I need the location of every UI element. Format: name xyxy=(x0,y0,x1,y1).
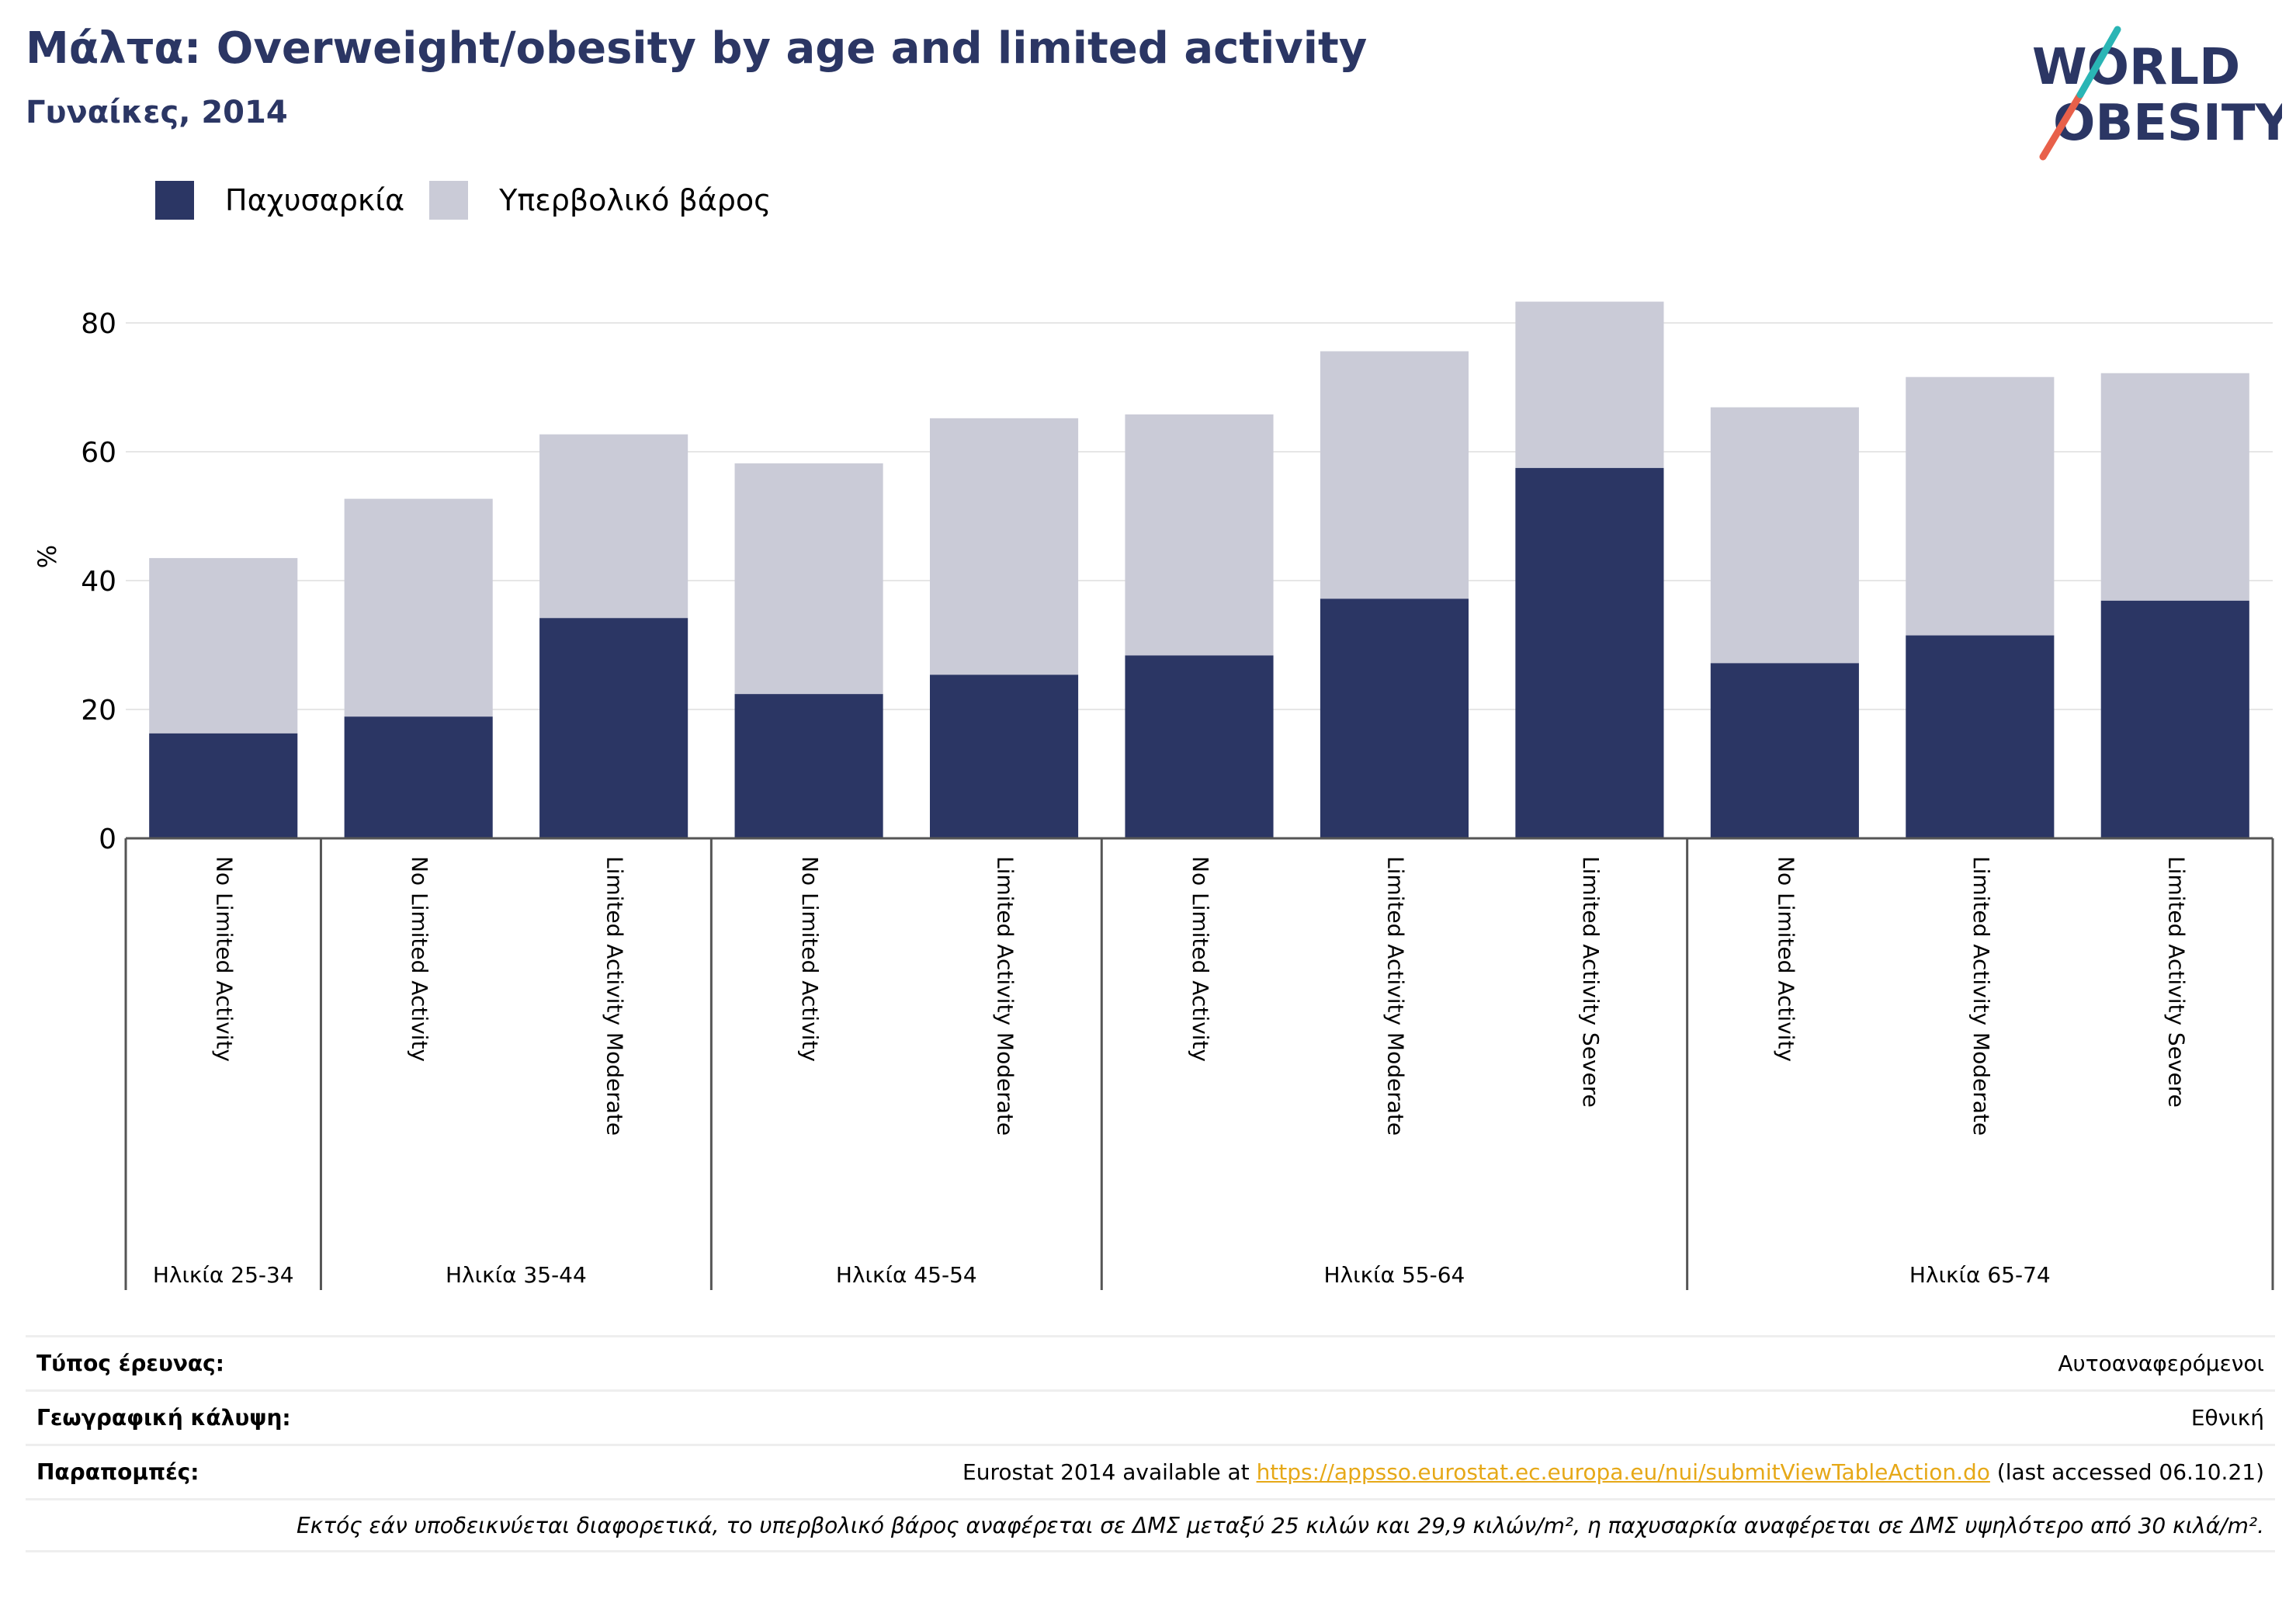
bar-overweight xyxy=(2100,373,2249,601)
group-label: Ηλικία 65-74 xyxy=(1909,1262,2051,1288)
bar-obesity xyxy=(1125,655,1274,838)
y-axis-label: % xyxy=(33,545,62,568)
info-table: Τύπος έρευνας: Αυτοαναφερόμενοι Γεωγραφι… xyxy=(26,1335,2275,1552)
y-tick-label: 40 xyxy=(81,566,116,598)
bar-obesity xyxy=(734,694,883,838)
logo-slash-red xyxy=(2039,91,2084,161)
x-tick-label: No Limited Activity xyxy=(1188,856,1213,1062)
group-label: Ηλικία 35-44 xyxy=(446,1262,587,1288)
bmi-note: Εκτός εάν υποδεικνύεται διαφορετικά, το … xyxy=(297,1512,2264,1538)
group-label: Ηλικία 25-34 xyxy=(153,1262,294,1288)
legend-item-obesity: Παχυσαρκία xyxy=(155,181,404,220)
survey-type-value: Αυτοαναφερόμενοι xyxy=(2058,1351,2264,1376)
bmi-note-row: Εκτός εάν υποδεικνύεται διαφορετικά, το … xyxy=(26,1498,2275,1552)
references-link[interactable]: https://appsso.eurostat.ec.europa.eu/nui… xyxy=(1256,1459,1990,1485)
stacked-bar-chart: 0 20 40 60 80% No Limited Activity No Limited … xyxy=(33,301,2274,1290)
bar-obesity xyxy=(1320,598,1469,838)
legend-label-obesity: Παχυσαρκία xyxy=(225,183,405,217)
x-tick-label: Limited Activity Moderate xyxy=(1968,856,1994,1136)
x-tick-label: No Limited Activity xyxy=(797,856,823,1062)
references-value: Eurostat 2014 available at https://appss… xyxy=(962,1459,2264,1485)
legend-swatch-overweight xyxy=(429,181,469,220)
bar-obesity xyxy=(1515,467,1664,838)
x-tick-label: Limited Activity Moderate xyxy=(993,856,1018,1136)
references-label: Παραπομπές: xyxy=(36,1459,199,1485)
chart-legend: Παχυσαρκία Υπερβολικό βάρος xyxy=(155,180,796,220)
references-suffix: (last accessed 06.10.21) xyxy=(1989,1459,2264,1485)
group-label: Ηλικία 45-54 xyxy=(836,1262,977,1288)
bar-obesity xyxy=(2100,600,2249,838)
page-subtitle: Γυναίκες, 2014 xyxy=(26,95,288,130)
bar-overweight xyxy=(1710,407,1859,664)
page-title: Μάλτα: Overweight/obesity by age and lim… xyxy=(26,23,1368,74)
bar-overweight xyxy=(344,498,493,717)
y-tick-label: 80 xyxy=(81,308,116,340)
bar-overweight xyxy=(1906,376,2055,636)
world-obesity-logo: WORLD OBESITY xyxy=(2032,26,2282,161)
x-tick-label: No Limited Activity xyxy=(212,856,238,1062)
x-tick-label: No Limited Activity xyxy=(407,856,432,1062)
bar-overweight xyxy=(929,418,1079,675)
x-tick-label: Limited Activity Moderate xyxy=(602,856,628,1136)
bar-obesity xyxy=(929,675,1079,838)
x-tick-label: No Limited Activity xyxy=(1773,856,1798,1062)
legend-item-overweight: Υπερβολικό βάρος xyxy=(429,181,771,220)
bar-obesity xyxy=(1710,663,1859,838)
x-tick-label: Limited Activity Severe xyxy=(1578,856,1604,1108)
bar-obesity xyxy=(149,733,298,838)
bar-overweight xyxy=(1125,414,1274,656)
survey-type-row: Τύπος έρευνας: Αυτοαναφερόμενοι xyxy=(26,1335,2275,1389)
references-prefix: Eurostat 2014 available at xyxy=(962,1459,1257,1485)
bar-overweight xyxy=(539,434,688,619)
logo-slash-teal xyxy=(2076,26,2121,99)
bar-overweight xyxy=(149,557,298,734)
coverage-label: Γεωγραφική κάλυψη: xyxy=(36,1405,291,1431)
legend-label-overweight: Υπερβολικό βάρος xyxy=(499,183,772,217)
y-tick-label: 0 xyxy=(99,824,116,855)
group-label: Ηλικία 55-64 xyxy=(1324,1262,1465,1288)
logo-line1: WORLD xyxy=(2032,39,2240,96)
bar-obesity xyxy=(1906,635,2055,838)
coverage-row: Γεωγραφική κάλυψη: Εθνική xyxy=(26,1389,2275,1444)
bar-overweight xyxy=(734,463,883,695)
bar-overweight xyxy=(1515,301,1664,468)
bar-obesity xyxy=(539,618,688,838)
survey-type-label: Τύπος έρευνας: xyxy=(36,1351,224,1376)
x-tick-label: Limited Activity Moderate xyxy=(1382,856,1408,1136)
coverage-value: Εθνική xyxy=(2190,1405,2264,1431)
bar-obesity xyxy=(344,716,493,838)
legend-swatch-obesity xyxy=(155,181,194,220)
logo-line2: OBESITY xyxy=(2053,95,2282,152)
x-tick-label: Limited Activity Severe xyxy=(2163,856,2189,1108)
references-row: Παραπομπές: Eurostat 2014 available at h… xyxy=(26,1444,2275,1498)
y-tick-label: 60 xyxy=(81,437,116,469)
y-tick-label: 20 xyxy=(81,695,116,727)
bar-overweight xyxy=(1320,351,1469,599)
